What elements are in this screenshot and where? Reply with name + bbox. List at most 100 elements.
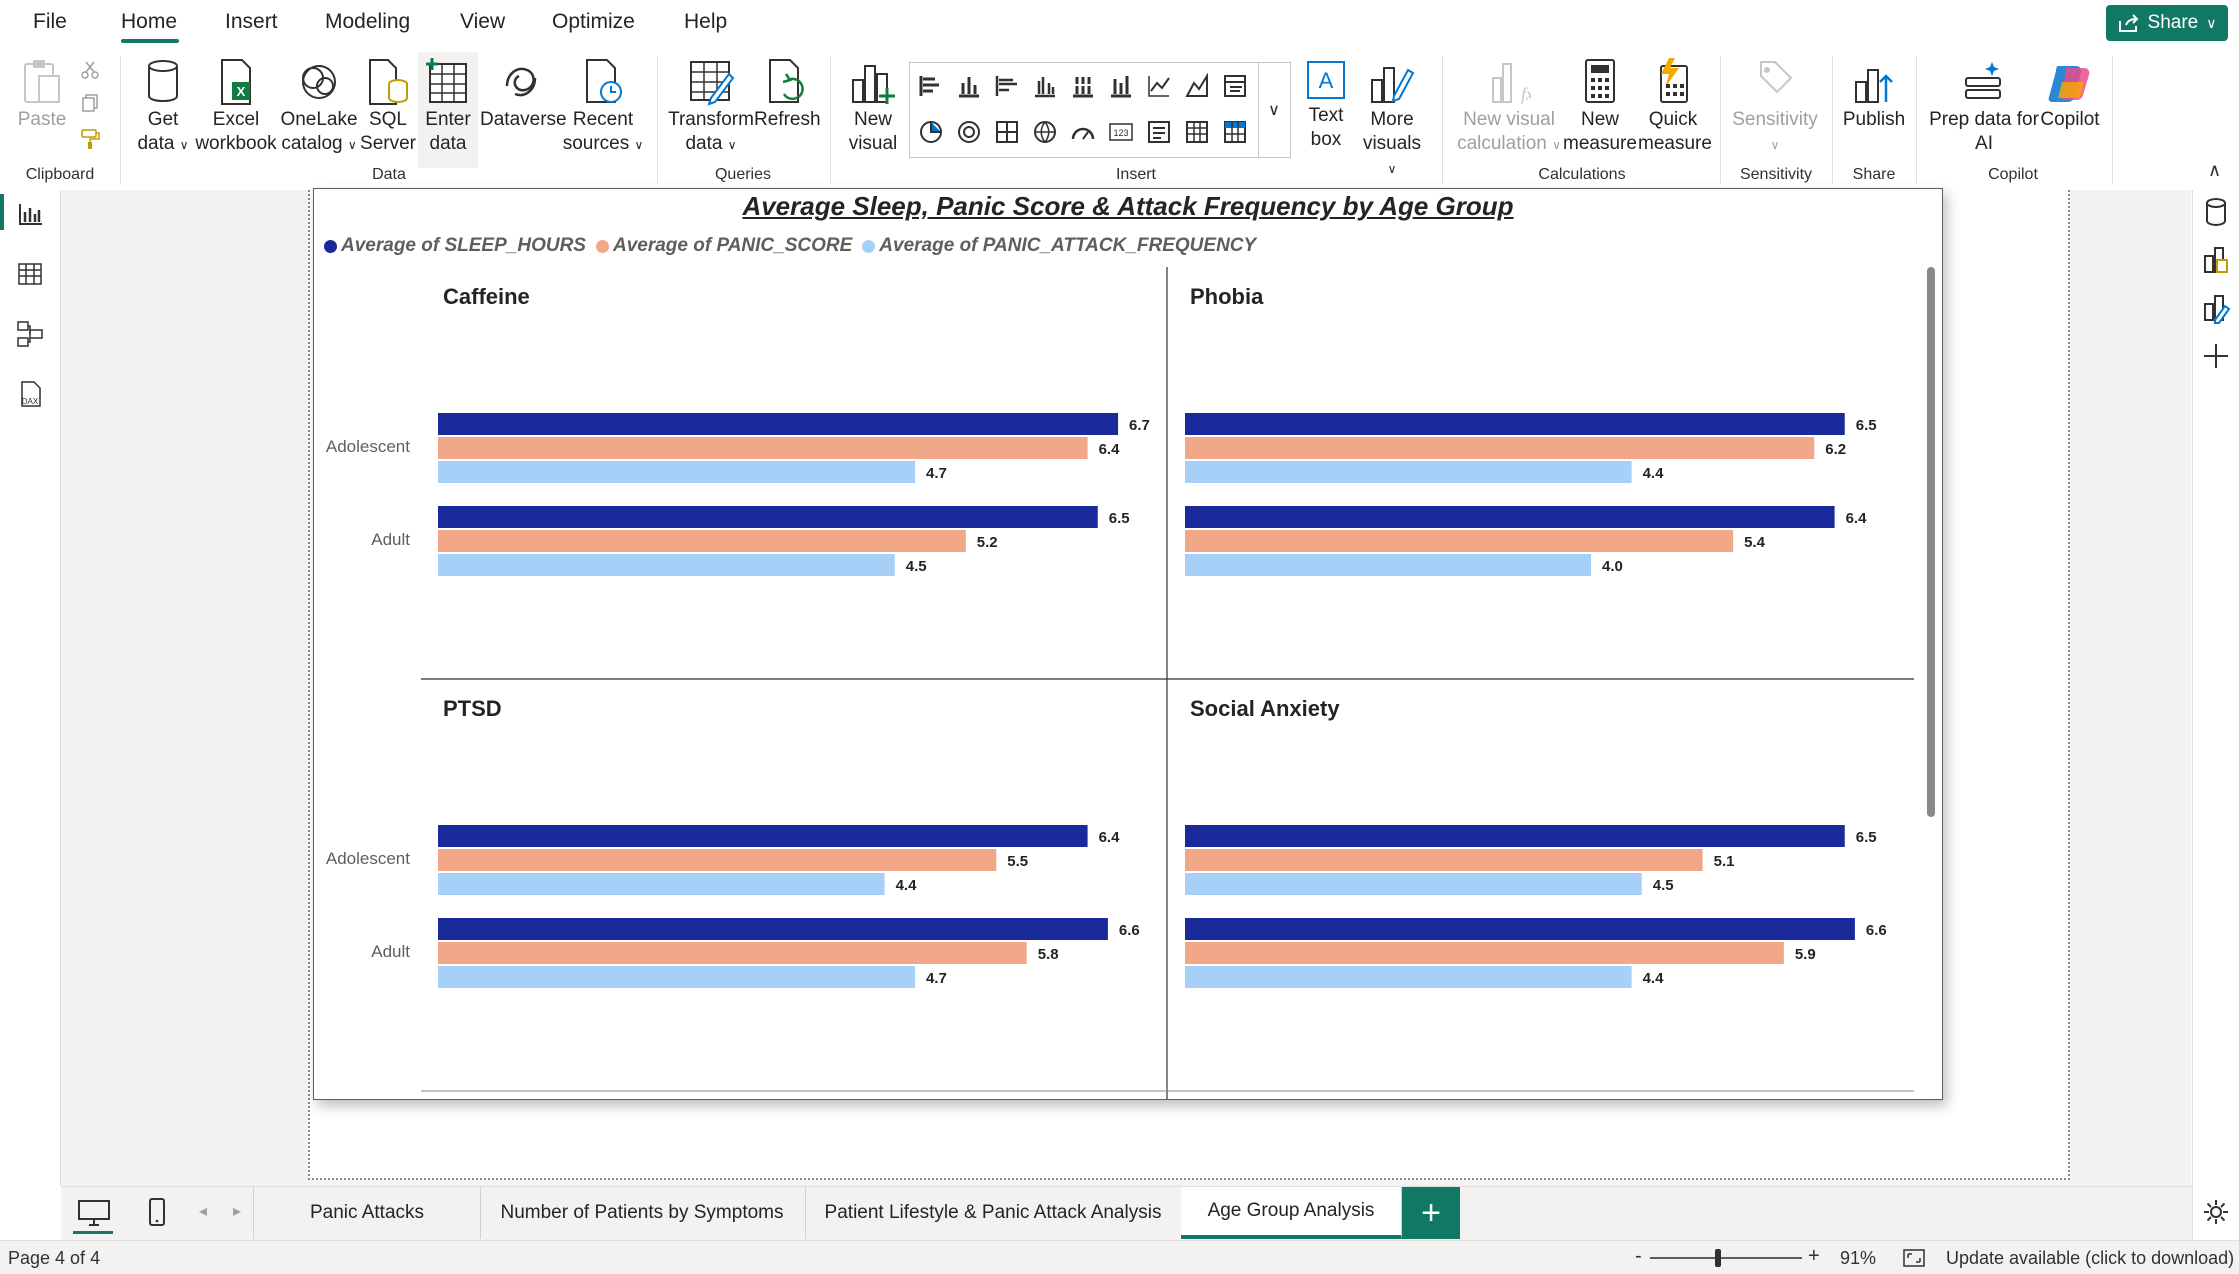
data-pane-icon[interactable] (2201, 196, 2231, 228)
settings-gear-icon[interactable] (2202, 1198, 2230, 1226)
paste-button[interactable]: Paste (14, 58, 70, 132)
category-label: Adolescent (326, 437, 410, 456)
share-group-label: Share (1852, 166, 1896, 183)
mobile-layout-icon[interactable] (147, 1197, 167, 1227)
legend-item-sleep-hours[interactable]: Average of SLEEP_HOURS (324, 235, 586, 257)
menu-help[interactable]: Help (684, 10, 728, 33)
cut-icon[interactable] (80, 60, 100, 85)
legend-label: Average of SLEEP_HOURS (341, 235, 586, 256)
bar (438, 966, 916, 988)
quick-measure-button[interactable]: Quick measure (1638, 58, 1712, 156)
enter-data-button[interactable]: Enter data (418, 52, 478, 168)
share-button[interactable]: Share ∨ (2106, 5, 2228, 41)
stacked-bar-chart-icon[interactable] (918, 73, 944, 99)
visual-calc-label-2: calculation (1457, 133, 1547, 154)
data-label: 6.5 (1856, 829, 1877, 846)
new-visual-calculation-button[interactable]: fx New visual calculation ∨ (1456, 58, 1562, 157)
zoom-in-button[interactable]: + (1808, 1245, 1820, 1267)
legend-item-panic-attack-frequency[interactable]: Average of PANIC_ATTACK_FREQUENCY (862, 235, 1256, 257)
format-painter-icon[interactable] (80, 128, 102, 155)
desktop-layout-icon[interactable] (77, 1199, 111, 1227)
excel-workbook-button[interactable]: X Excel workbook (194, 58, 278, 156)
calculations-group-label: Calculations (1538, 166, 1626, 183)
model-view-icon[interactable] (14, 318, 46, 350)
more-visuals-button[interactable]: More visuals ∨ (1356, 58, 1428, 181)
bar (438, 413, 1119, 435)
table-view-icon[interactable] (14, 258, 46, 290)
matrix-icon[interactable] (1222, 119, 1248, 145)
menu-insert[interactable]: Insert (225, 10, 278, 33)
tab-label: Age Group Analysis (1207, 1200, 1375, 1221)
quick-measure-label-1: Quick (1648, 109, 1698, 130)
gauge-icon[interactable] (1070, 119, 1096, 145)
panel-title: Caffeine (443, 284, 530, 309)
line-and-column-chart-icon[interactable] (1222, 73, 1248, 99)
collapse-ribbon-chevron-icon[interactable]: ∧ (2208, 160, 2222, 180)
chart-visual[interactable]: Average Sleep, Panic Score & Attack Freq… (313, 188, 1943, 1100)
refresh-button[interactable]: Refresh (754, 58, 821, 132)
tab-panic-attacks[interactable]: Panic Attacks (253, 1187, 481, 1239)
previous-page-chevron-icon[interactable]: ◂ (199, 1203, 208, 1220)
map-icon[interactable] (1032, 119, 1058, 145)
clustered-column-chart-icon[interactable] (1032, 73, 1058, 99)
new-measure-label-2: measure (1563, 133, 1637, 154)
recent-sources-button[interactable]: Recent sources ∨ (562, 58, 644, 157)
menu-modeling[interactable]: Modeling (325, 10, 411, 33)
data-label: 6.6 (1119, 922, 1140, 939)
dataverse-button[interactable]: Dataverse (480, 58, 567, 132)
tab-age-group-analysis[interactable]: Age Group Analysis (1181, 1187, 1402, 1239)
line-chart-icon[interactable] (1146, 73, 1172, 99)
zoom-out-button[interactable]: - (1635, 1245, 1642, 1267)
100-stacked-bar-icon[interactable] (1108, 73, 1134, 99)
update-available-link[interactable]: Update available (click to download) (1946, 1248, 2235, 1268)
pie-chart-icon[interactable] (918, 119, 944, 145)
publish-label: Publish (1842, 109, 1906, 130)
menu-file[interactable]: File (33, 10, 67, 33)
stacked-column-chart-icon[interactable] (956, 73, 982, 99)
svg-text:A: A (1319, 68, 1334, 93)
area-chart-icon[interactable] (1184, 73, 1210, 99)
menu-home[interactable]: Home (121, 10, 178, 33)
zoom-slider-track[interactable] (1650, 1257, 1802, 1259)
format-visual-icon[interactable] (2201, 292, 2231, 324)
menu-optimize[interactable]: Optimize (552, 10, 635, 33)
menu-view[interactable]: View (460, 10, 506, 33)
tab-number-of-patients-by-symptoms[interactable]: Number of Patients by Symptoms (479, 1187, 806, 1239)
clustered-bar-chart-icon[interactable] (994, 73, 1020, 99)
next-page-chevron-icon[interactable]: ▸ (233, 1203, 242, 1220)
report-view-icon[interactable] (14, 198, 46, 230)
dax-query-view-icon[interactable]: DAX (14, 378, 46, 410)
visual-calc-label-1: New visual (1463, 109, 1555, 130)
tab-patient-lifestyle-panic-attack-analysis[interactable]: Patient Lifestyle & Panic Attack Analysi… (805, 1187, 1182, 1239)
visual-scrollbar[interactable] (1927, 267, 1935, 817)
onelake-catalog-button[interactable]: OneLake catalog ∨ (278, 58, 360, 157)
add-pane-icon[interactable] (2202, 342, 2230, 370)
copy-icon[interactable] (80, 93, 100, 118)
zoom-slider-thumb[interactable] (1715, 1249, 1721, 1267)
build-visual-icon[interactable] (2201, 244, 2231, 276)
treemap-icon[interactable] (994, 119, 1020, 145)
new-visual-button[interactable]: New visual (842, 58, 904, 156)
new-measure-button[interactable]: New measure (1562, 58, 1638, 156)
card-icon[interactable]: 123 (1108, 119, 1134, 145)
get-data-button[interactable]: Get data ∨ (132, 58, 194, 157)
sensitivity-button[interactable]: Sensitivity ∨ (1730, 58, 1820, 157)
data-label: 5.1 (1714, 853, 1735, 870)
text-box-button[interactable]: A Text box (1296, 58, 1356, 152)
100-stacked-column-icon[interactable] (1070, 73, 1096, 99)
publish-button[interactable]: Publish (1838, 58, 1910, 132)
data-label: 6.6 (1866, 922, 1887, 939)
donut-chart-icon[interactable] (956, 119, 982, 145)
multi-row-card-icon[interactable] (1146, 119, 1172, 145)
get-data-label-1: Get (147, 109, 179, 130)
transform-data-button[interactable]: Transform data ∨ (668, 58, 754, 157)
copilot-button[interactable]: Copilot (2038, 58, 2102, 132)
gallery-expand-chevron-icon[interactable]: ∨ (1258, 63, 1289, 157)
prep-data-for-ai-button[interactable]: Prep data for AI (1928, 58, 2040, 156)
add-page-button[interactable]: + (1402, 1187, 1460, 1239)
legend-item-panic-score[interactable]: Average of PANIC_SCORE (595, 235, 852, 257)
data-label: 4.7 (926, 465, 947, 482)
table-icon[interactable] (1184, 119, 1210, 145)
fit-to-page-icon[interactable] (1902, 1248, 1926, 1268)
sql-server-button[interactable]: SQL Server (360, 58, 416, 156)
